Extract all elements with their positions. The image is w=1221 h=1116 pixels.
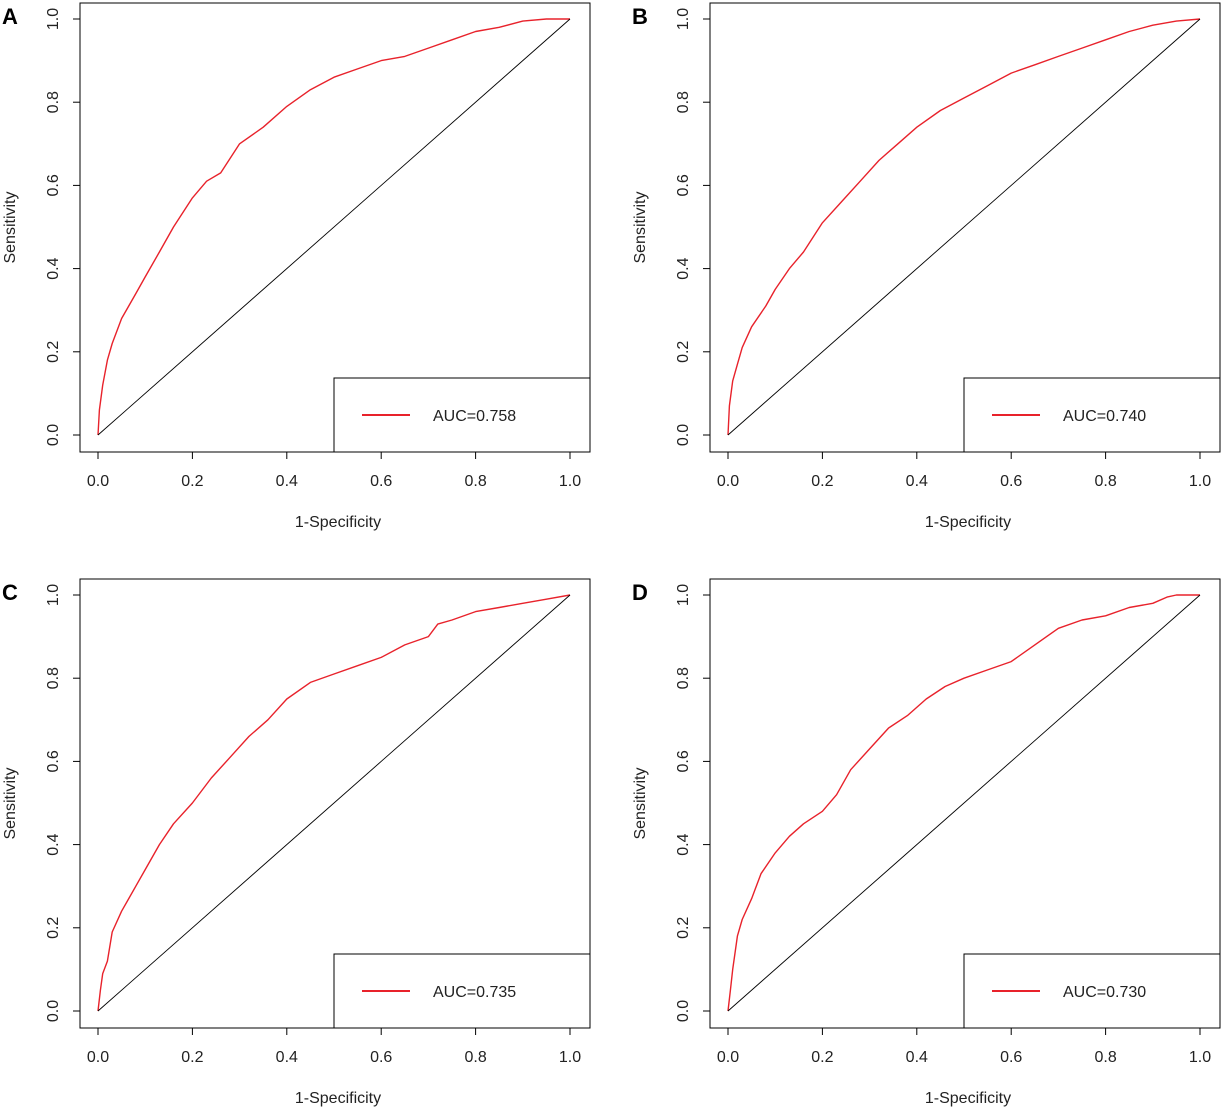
y-axis-label: Sensitivity xyxy=(632,767,649,839)
x-tick-label: 0.4 xyxy=(906,1049,928,1066)
reference-diagonal-line xyxy=(97,594,571,1012)
panel-letter: B xyxy=(632,4,648,29)
x-axis-label: 1-Specificity xyxy=(925,1090,1011,1107)
x-tick-label: 0.2 xyxy=(811,473,833,490)
x-tick-label: 1.0 xyxy=(1189,473,1211,490)
y-tick-label: 0.8 xyxy=(45,91,62,113)
reference-diagonal-line xyxy=(727,594,1201,1012)
reference-diagonal-line xyxy=(97,18,571,436)
y-tick-label: 1.0 xyxy=(45,584,62,606)
roc-curve xyxy=(727,594,1200,1012)
chart-panel-a: A 0.0 0.2 0.4 0.6 0.8 1.0 0.0 0.2 0.4 0.6 0.8 1.0 1-S… xyxy=(2,2,591,531)
y-tick-label: 0.2 xyxy=(675,341,692,363)
y-tick-label: 0.4 xyxy=(675,257,692,279)
chart-panel-b: B 0.0 0.2 0.4 0.6 0.8 1.0 0.0 0.2 0.4 0.6 0.8 1.0 1-S… xyxy=(632,2,1221,531)
x-tick-label: 0.8 xyxy=(464,1049,486,1066)
y-axis-label: Sensitivity xyxy=(2,767,19,839)
chart-panel-c: C 0.0 0.2 0.4 0.6 0.8 1.0 0.0 0.2 0.4 0.6 0.8 1.0 1-S… xyxy=(2,578,591,1107)
legend-auc-label: AUC=0.740 xyxy=(1063,408,1146,425)
y-tick-label: 0.0 xyxy=(675,424,692,446)
y-tick-label: 1.0 xyxy=(45,8,62,30)
legend-auc-label: AUC=0.730 xyxy=(1063,984,1146,1001)
y-tick-label: 0.0 xyxy=(675,1000,692,1022)
y-tick-label: 0.4 xyxy=(45,257,62,279)
y-axis-label: Sensitivity xyxy=(632,191,649,263)
y-tick-label: 0.6 xyxy=(45,750,62,772)
reference-diagonal-line xyxy=(727,18,1201,436)
roc-curve xyxy=(97,18,570,436)
x-tick-label: 0.2 xyxy=(181,1049,203,1066)
y-tick-label: 0.6 xyxy=(675,174,692,196)
x-tick-label: 0.6 xyxy=(370,1049,392,1066)
x-tick-label: 0.0 xyxy=(87,473,109,490)
y-tick-label: 0.4 xyxy=(45,833,62,855)
x-tick-label: 0.6 xyxy=(1000,473,1022,490)
x-tick-label: 0.8 xyxy=(1094,1049,1116,1066)
x-tick-label: 0.2 xyxy=(811,1049,833,1066)
roc-curve xyxy=(97,594,571,1012)
x-tick-label: 0.4 xyxy=(906,473,928,490)
x-tick-label: 0.0 xyxy=(717,1049,739,1066)
x-tick-label: 1.0 xyxy=(559,1049,581,1066)
y-tick-label: 0.8 xyxy=(675,91,692,113)
x-tick-label: 1.0 xyxy=(1189,1049,1211,1066)
x-axis-label: 1-Specificity xyxy=(295,1090,381,1107)
y-tick-label: 0.6 xyxy=(45,174,62,196)
y-tick-label: 1.0 xyxy=(675,584,692,606)
y-tick-label: 0.0 xyxy=(45,424,62,446)
panel-letter: A xyxy=(2,4,18,29)
y-tick-label: 0.2 xyxy=(675,917,692,939)
roc-curve xyxy=(727,18,1201,436)
panel-letter: C xyxy=(2,580,18,605)
legend-auc-label: AUC=0.735 xyxy=(433,984,516,1001)
y-tick-label: 0.4 xyxy=(675,833,692,855)
x-tick-label: 0.4 xyxy=(276,1049,298,1066)
y-tick-label: 0.2 xyxy=(45,917,62,939)
y-tick-label: 0.8 xyxy=(45,667,62,689)
x-axis-label: 1-Specificity xyxy=(925,514,1011,531)
x-tick-label: 1.0 xyxy=(559,473,581,490)
y-tick-label: 0.2 xyxy=(45,341,62,363)
y-tick-label: 0.8 xyxy=(675,667,692,689)
chart-panel-d: D 0.0 0.2 0.4 0.6 0.8 1.0 0.0 0.2 0.4 0.6 0.8 1.0 1-S… xyxy=(632,578,1221,1107)
x-tick-label: 0.0 xyxy=(87,1049,109,1066)
legend-auc-label: AUC=0.758 xyxy=(433,408,516,425)
x-tick-label: 0.8 xyxy=(1094,473,1116,490)
x-tick-label: 0.6 xyxy=(370,473,392,490)
x-tick-label: 0.8 xyxy=(464,473,486,490)
x-tick-label: 0.2 xyxy=(181,473,203,490)
y-axis-label: Sensitivity xyxy=(2,191,19,263)
x-tick-label: 0.4 xyxy=(276,473,298,490)
x-axis-label: 1-Specificity xyxy=(295,514,381,531)
y-tick-label: 1.0 xyxy=(675,8,692,30)
x-tick-label: 0.0 xyxy=(717,473,739,490)
y-tick-label: 0.0 xyxy=(45,1000,62,1022)
x-tick-label: 0.6 xyxy=(1000,1049,1022,1066)
y-tick-label: 0.6 xyxy=(675,750,692,772)
panel-letter: D xyxy=(632,580,648,605)
